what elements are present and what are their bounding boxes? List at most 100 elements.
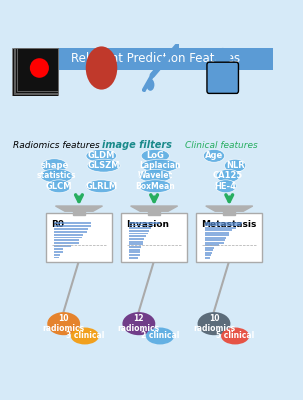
Text: Relevant Prediction Features: Relevant Prediction Features [71, 52, 240, 65]
FancyBboxPatch shape [129, 241, 143, 242]
Text: 12
radiomics: 12 radiomics [118, 314, 160, 333]
FancyBboxPatch shape [205, 232, 229, 234]
FancyBboxPatch shape [205, 247, 214, 248]
Ellipse shape [146, 79, 155, 91]
FancyBboxPatch shape [205, 237, 226, 238]
Ellipse shape [146, 328, 174, 344]
FancyBboxPatch shape [129, 252, 140, 253]
Polygon shape [206, 206, 253, 211]
FancyBboxPatch shape [54, 240, 79, 241]
FancyBboxPatch shape [129, 244, 143, 245]
FancyBboxPatch shape [54, 257, 59, 258]
Ellipse shape [86, 149, 117, 162]
Polygon shape [223, 211, 235, 215]
FancyBboxPatch shape [205, 254, 211, 256]
Text: 10
radiomics: 10 radiomics [193, 314, 235, 333]
FancyBboxPatch shape [54, 234, 83, 236]
Ellipse shape [47, 180, 71, 193]
FancyBboxPatch shape [121, 213, 187, 262]
Text: HE-4: HE-4 [215, 182, 237, 191]
FancyBboxPatch shape [54, 236, 82, 238]
FancyBboxPatch shape [196, 213, 262, 262]
Text: Clinical features: Clinical features [185, 140, 258, 150]
FancyBboxPatch shape [205, 234, 229, 236]
Text: statistics: statistics [37, 171, 76, 180]
FancyBboxPatch shape [54, 248, 64, 250]
Text: Age: Age [205, 151, 223, 160]
Ellipse shape [139, 180, 172, 193]
FancyBboxPatch shape [129, 246, 141, 248]
Ellipse shape [141, 159, 179, 172]
Ellipse shape [86, 46, 117, 90]
FancyBboxPatch shape [205, 222, 241, 224]
Text: LoG: LoG [146, 151, 164, 160]
FancyBboxPatch shape [38, 48, 273, 70]
Text: 2 clinical: 2 clinical [141, 332, 179, 340]
FancyBboxPatch shape [54, 242, 79, 244]
FancyBboxPatch shape [14, 48, 58, 94]
FancyBboxPatch shape [17, 48, 58, 91]
Ellipse shape [198, 312, 230, 335]
FancyBboxPatch shape [207, 62, 238, 93]
FancyBboxPatch shape [205, 257, 210, 258]
FancyBboxPatch shape [54, 222, 92, 224]
FancyBboxPatch shape [129, 222, 160, 224]
FancyBboxPatch shape [54, 225, 91, 227]
FancyBboxPatch shape [129, 228, 151, 229]
Text: NLR: NLR [226, 161, 245, 170]
Ellipse shape [71, 328, 99, 344]
FancyBboxPatch shape [129, 249, 140, 250]
FancyBboxPatch shape [129, 225, 154, 226]
Ellipse shape [42, 159, 67, 172]
FancyBboxPatch shape [12, 48, 58, 96]
Ellipse shape [122, 312, 155, 335]
Text: GLCM: GLCM [46, 182, 72, 191]
Text: Metastasis: Metastasis [201, 220, 256, 230]
Text: 5 clinical: 5 clinical [216, 332, 254, 340]
Ellipse shape [139, 169, 172, 182]
FancyBboxPatch shape [54, 231, 87, 233]
FancyBboxPatch shape [54, 228, 88, 230]
Text: CA125: CA125 [213, 171, 243, 180]
FancyBboxPatch shape [129, 230, 149, 232]
Text: R0: R0 [51, 220, 64, 230]
Text: Laplacian: Laplacian [139, 161, 181, 170]
FancyBboxPatch shape [54, 251, 64, 253]
FancyBboxPatch shape [54, 254, 60, 256]
Text: 3 clinical: 3 clinical [66, 332, 104, 340]
Ellipse shape [215, 180, 236, 193]
Ellipse shape [141, 149, 169, 162]
Ellipse shape [86, 180, 117, 193]
Polygon shape [148, 211, 160, 215]
Text: Radiomics features: Radiomics features [13, 140, 100, 150]
Text: GLRLM: GLRLM [85, 182, 117, 191]
Text: Wavelet: Wavelet [138, 171, 173, 180]
FancyBboxPatch shape [205, 244, 219, 246]
FancyBboxPatch shape [129, 233, 148, 234]
FancyBboxPatch shape [205, 252, 212, 254]
FancyBboxPatch shape [205, 239, 225, 241]
Text: Invasion: Invasion [126, 220, 169, 230]
FancyBboxPatch shape [46, 213, 112, 262]
FancyBboxPatch shape [205, 227, 236, 228]
Polygon shape [131, 206, 178, 211]
Ellipse shape [203, 149, 225, 162]
Text: GLDM: GLDM [88, 151, 115, 160]
Ellipse shape [30, 58, 49, 78]
Ellipse shape [47, 312, 80, 335]
FancyBboxPatch shape [129, 254, 139, 256]
FancyBboxPatch shape [15, 48, 58, 93]
Polygon shape [73, 211, 85, 215]
Text: shape: shape [40, 161, 68, 170]
Text: BoxMean: BoxMean [135, 182, 175, 191]
FancyBboxPatch shape [205, 242, 224, 244]
Ellipse shape [87, 159, 120, 172]
FancyBboxPatch shape [205, 229, 232, 231]
FancyBboxPatch shape [54, 245, 71, 247]
FancyBboxPatch shape [129, 238, 144, 240]
Ellipse shape [225, 159, 246, 172]
Text: 10
radiomics: 10 radiomics [43, 314, 85, 333]
FancyBboxPatch shape [129, 236, 146, 237]
Ellipse shape [40, 169, 73, 183]
Ellipse shape [221, 328, 249, 344]
